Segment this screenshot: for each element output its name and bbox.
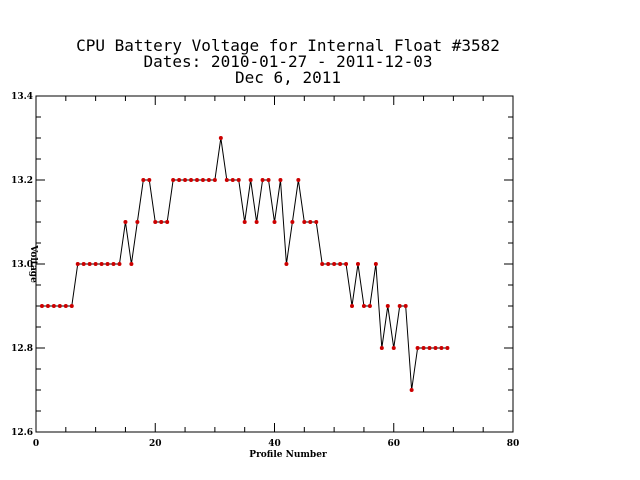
data-point xyxy=(105,262,110,266)
data-point xyxy=(75,262,80,266)
data-point xyxy=(189,178,194,182)
data-point xyxy=(302,220,307,224)
data-point xyxy=(129,262,134,266)
data-point xyxy=(63,304,68,308)
data-point xyxy=(123,220,128,224)
data-point xyxy=(230,178,235,182)
data-point xyxy=(379,346,384,350)
data-point xyxy=(248,178,253,182)
data-point xyxy=(373,262,378,266)
data-point xyxy=(403,304,408,308)
y-tick-label: 12.8 xyxy=(11,344,33,354)
data-point xyxy=(308,220,313,224)
x-tick-label: 80 xyxy=(507,439,520,449)
data-point xyxy=(361,304,366,308)
y-axis-ticks xyxy=(36,95,513,433)
data-point xyxy=(165,220,170,224)
data-point xyxy=(87,262,92,266)
data-point xyxy=(433,346,438,350)
x-axis-label: Profile Number xyxy=(249,450,327,460)
x-axis-tick-labels: 0 20 40 60 80 xyxy=(33,439,519,449)
data-point xyxy=(242,220,247,224)
data-point xyxy=(260,178,265,182)
data-point xyxy=(445,346,450,350)
data-point xyxy=(99,262,104,266)
data-point xyxy=(183,178,188,182)
data-point xyxy=(338,262,343,266)
y-axis-label: Voltage xyxy=(28,244,38,283)
data-point xyxy=(81,262,86,266)
data-point xyxy=(147,178,152,182)
chart-title-line-3: Dec 6, 2011 xyxy=(235,68,341,87)
data-point xyxy=(320,262,325,266)
data-point xyxy=(212,178,217,182)
data-point xyxy=(284,262,289,266)
data-point xyxy=(177,178,182,182)
data-point xyxy=(206,178,211,182)
data-point xyxy=(153,220,158,224)
chart-title: CPU Battery Voltage for Internal Float #… xyxy=(76,36,500,87)
data-point xyxy=(117,262,122,266)
data-point xyxy=(135,220,140,224)
data-point xyxy=(171,178,176,182)
y-tick-label: 13.0 xyxy=(11,260,33,270)
data-point xyxy=(350,304,355,308)
data-point xyxy=(344,262,349,266)
data-point xyxy=(326,262,331,266)
y-tick-label: 13.2 xyxy=(11,176,33,186)
y-tick-label: 12.6 xyxy=(11,428,33,438)
series-layer xyxy=(39,136,450,392)
data-point xyxy=(290,220,295,224)
data-point xyxy=(57,304,62,308)
data-point xyxy=(415,346,420,350)
data-point xyxy=(266,178,271,182)
data-point xyxy=(51,304,56,308)
data-point xyxy=(141,178,146,182)
data-point xyxy=(439,346,444,350)
data-point xyxy=(272,220,277,224)
data-point xyxy=(93,262,98,266)
y-tick-label: 13.4 xyxy=(11,92,33,102)
data-point xyxy=(111,262,116,266)
data-point xyxy=(159,220,164,224)
x-tick-label: 20 xyxy=(149,439,162,449)
data-point xyxy=(296,178,301,182)
data-point xyxy=(278,178,283,182)
data-point xyxy=(397,304,402,308)
data-point xyxy=(224,178,229,182)
data-point xyxy=(45,304,50,308)
data-point xyxy=(314,220,319,224)
chart-title-line-1: CPU Battery Voltage for Internal Float #… xyxy=(76,36,500,55)
x-tick-label: 0 xyxy=(33,439,39,449)
data-point xyxy=(200,178,205,182)
y-axis-tick-labels: 12.6 12.8 13.0 13.2 13.4 xyxy=(11,92,33,438)
data-point xyxy=(391,346,396,350)
data-point xyxy=(69,304,74,308)
data-point xyxy=(367,304,372,308)
data-point xyxy=(355,262,360,266)
data-point xyxy=(236,178,241,182)
data-point xyxy=(218,136,223,140)
data-point xyxy=(332,262,337,266)
data-point xyxy=(427,346,432,350)
x-tick-label: 40 xyxy=(268,439,281,449)
data-point xyxy=(254,220,259,224)
data-point xyxy=(39,304,44,308)
x-tick-label: 60 xyxy=(387,439,400,449)
data-point xyxy=(409,388,414,392)
x-axis-ticks xyxy=(35,96,514,432)
data-point xyxy=(194,178,199,182)
data-point xyxy=(421,346,426,350)
chart-title-line-2: Dates: 2010-01-27 - 2011-12-03 xyxy=(144,52,433,71)
data-point xyxy=(385,304,390,308)
